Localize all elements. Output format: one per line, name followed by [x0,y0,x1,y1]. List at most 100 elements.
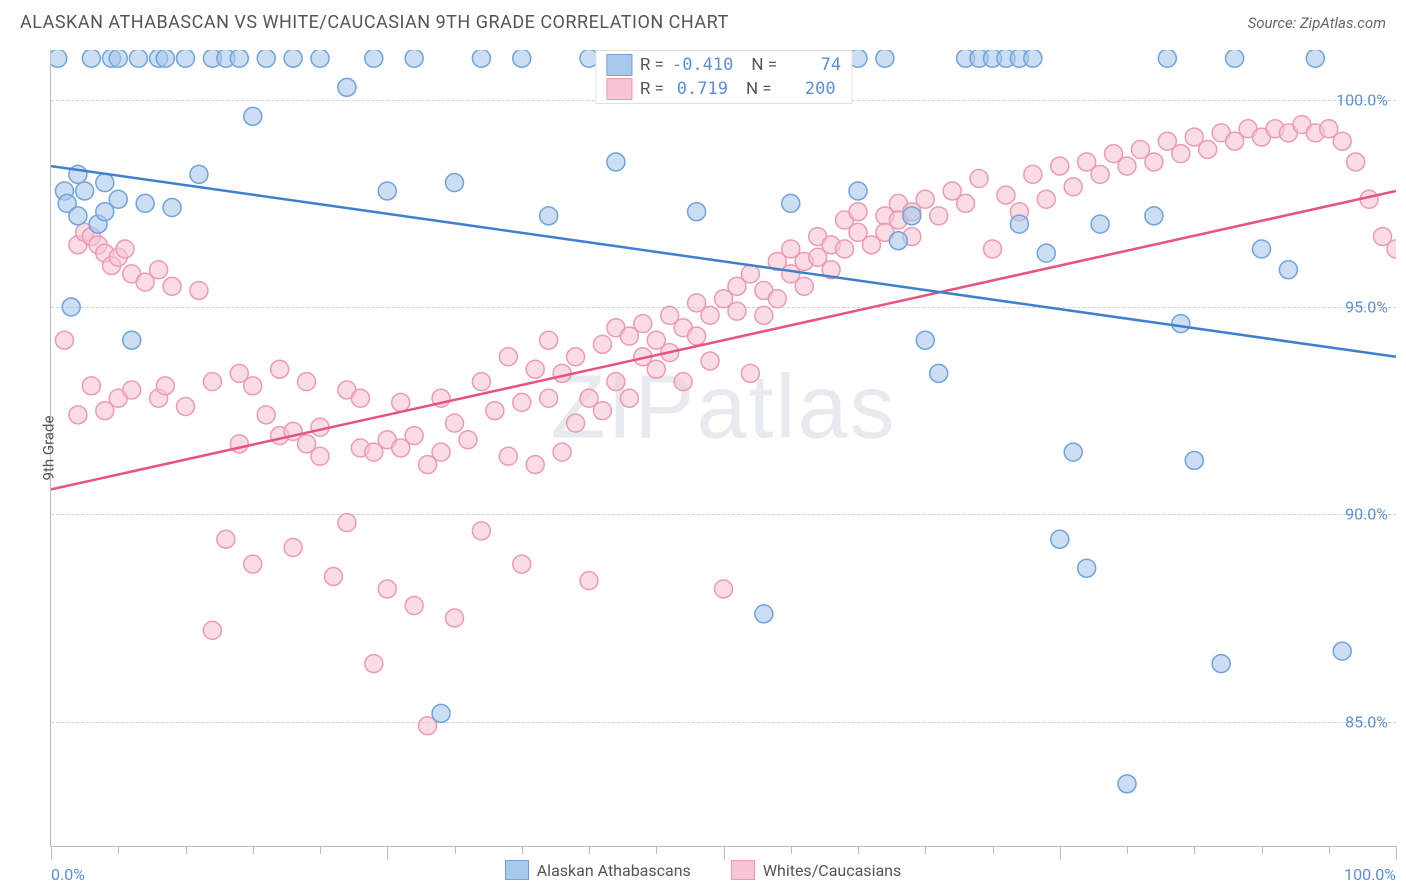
data-point-pink [459,431,477,449]
data-point-blue [1333,642,1351,660]
data-point-pink [1333,132,1351,150]
trendline-blue [51,166,1396,357]
n-label: N = [746,79,772,99]
data-point-blue [1306,50,1324,67]
data-point-pink [1064,178,1082,196]
legend-item-pink: Whites/Caucasians [731,860,901,880]
data-point-pink [499,348,517,366]
data-point-pink [217,530,235,548]
data-point-blue [1091,215,1109,233]
data-point-blue [849,182,867,200]
data-point-pink [540,389,558,407]
data-point-blue [876,50,894,67]
data-point-pink [472,522,490,540]
data-point-pink [1024,165,1042,183]
data-point-pink [392,393,410,411]
data-point-blue [432,704,450,722]
legend-row-pink: R = 0.719 N = 200 [606,77,841,101]
data-point-blue [607,153,625,171]
data-point-blue [82,50,100,67]
data-point-pink [957,194,975,212]
x-tick-minor [320,846,321,854]
legend-label-pink: Whites/Caucasians [763,861,901,880]
data-point-pink [203,621,221,639]
data-point-blue [1118,775,1136,793]
x-tick-major [387,846,388,860]
data-point-pink [324,568,342,586]
data-point-blue [903,207,921,225]
data-point-pink [930,207,948,225]
data-point-blue [446,174,464,192]
data-point-pink [486,402,504,420]
trendline-pink [51,191,1396,490]
data-point-blue [230,50,248,67]
x-tick-major [51,846,52,860]
data-point-pink [970,170,988,188]
data-point-blue [1172,315,1190,333]
data-point-pink [540,331,558,349]
data-point-blue [1185,451,1203,469]
x-tick-minor [1194,846,1195,854]
data-point-blue [782,194,800,212]
data-point-blue [1051,530,1069,548]
data-point-pink [405,597,423,615]
legend-item-blue: Alaskan Athabascans [505,860,691,880]
data-point-pink [607,373,625,391]
x-tick-minor [186,846,187,854]
data-point-pink [701,352,719,370]
data-point-blue [69,207,87,225]
data-point-pink [190,281,208,299]
data-point-pink [432,443,450,461]
chart-source: Source: ZipAtlas.com [1248,14,1386,32]
legend-swatch-pink [606,78,632,100]
data-point-pink [446,609,464,627]
data-point-blue [51,50,67,67]
data-point-pink [741,364,759,382]
data-point-pink [116,240,134,258]
data-point-pink [244,555,262,573]
x-tick-minor [925,846,926,854]
data-point-pink [1199,141,1217,159]
data-point-pink [916,190,934,208]
data-point-blue [123,331,141,349]
data-point-blue [190,165,208,183]
x-tick-minor [522,846,523,854]
correlation-legend-box: R = -0.410 N = 74 R = 0.719 N = 200 [595,50,852,104]
n-value-pink: 200 [780,79,836,99]
data-point-blue [916,331,934,349]
chart-title: ALASKAN ATHABASCAN VS WHITE/CAUCASIAN 9T… [20,12,729,33]
data-point-pink [741,265,759,283]
data-point-pink [69,406,87,424]
data-point-pink [1051,157,1069,175]
data-point-blue [284,50,302,67]
data-point-blue [540,207,558,225]
legend-swatch-blue [606,54,632,76]
n-value-blue: 74 [785,55,841,75]
data-point-blue [109,50,127,67]
chart-plot-area: 9th Grade 85.0%90.0%95.0%100.0% ZIPatlas… [50,50,1396,847]
data-point-blue [129,50,147,67]
data-point-pink [257,406,275,424]
data-point-blue [62,298,80,316]
data-point-pink [472,373,490,391]
legend-row-blue: R = -0.410 N = 74 [606,53,841,77]
data-point-pink [1347,153,1365,171]
n-label: N = [751,55,777,75]
scatter-plot-svg [51,50,1396,846]
data-point-pink [311,447,329,465]
data-point-blue [688,203,706,221]
data-point-blue [1024,50,1042,67]
data-point-pink [150,261,168,279]
series-legend: Alaskan Athabascans Whites/Caucasians [0,860,1406,880]
r-label: R = [640,79,664,99]
data-point-pink [298,373,316,391]
data-point-blue [177,50,195,67]
data-point-pink [701,306,719,324]
data-point-blue [513,50,531,67]
data-point-pink [526,360,544,378]
x-tick-minor [1262,846,1263,854]
data-point-pink [647,360,665,378]
data-point-pink [620,389,638,407]
data-point-blue [1158,50,1176,67]
data-point-pink [351,389,369,407]
